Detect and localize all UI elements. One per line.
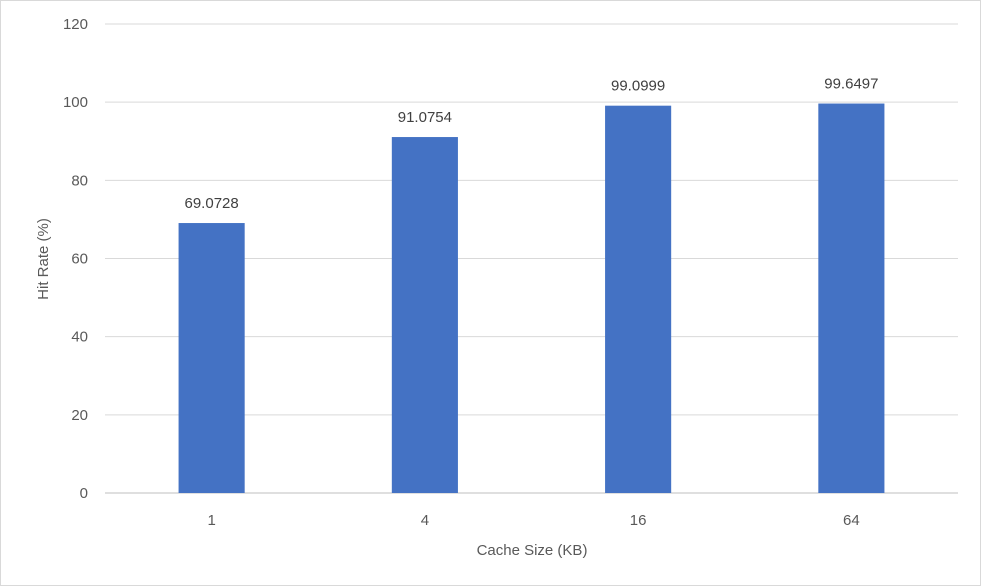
x-tick-label: 16 [630,512,647,529]
bar [605,105,672,493]
data-label: 99.6497 [824,76,878,93]
y-tick-labels: 0 20 40 60 80 100 120 [63,16,88,502]
bar [818,103,885,493]
data-label: 69.0728 [185,195,239,212]
y-tick-label: 120 [63,16,88,33]
y-tick-label: 60 [71,251,88,268]
gridlines [105,23,958,494]
y-tick-label: 0 [80,485,88,502]
bar [391,137,458,493]
bars [178,103,885,493]
data-labels: 69.0728 91.0754 99.0999 99.6497 [185,76,879,213]
y-tick-label: 40 [71,329,88,346]
x-axis-title: Cache Size (KB) [477,542,588,559]
x-tick-label: 1 [207,512,215,529]
y-axis-title: Hit Rate (%) [35,218,52,300]
data-label: 99.0999 [611,78,665,95]
y-tick-label: 100 [63,94,88,111]
y-tick-label: 80 [71,172,88,189]
x-tick-label: 64 [843,512,860,529]
x-tick-label: 4 [421,512,429,529]
data-label: 91.0754 [398,109,452,126]
y-tick-label: 20 [71,407,88,424]
x-tick-labels: 1 4 16 64 [207,512,859,529]
bar [178,223,245,493]
